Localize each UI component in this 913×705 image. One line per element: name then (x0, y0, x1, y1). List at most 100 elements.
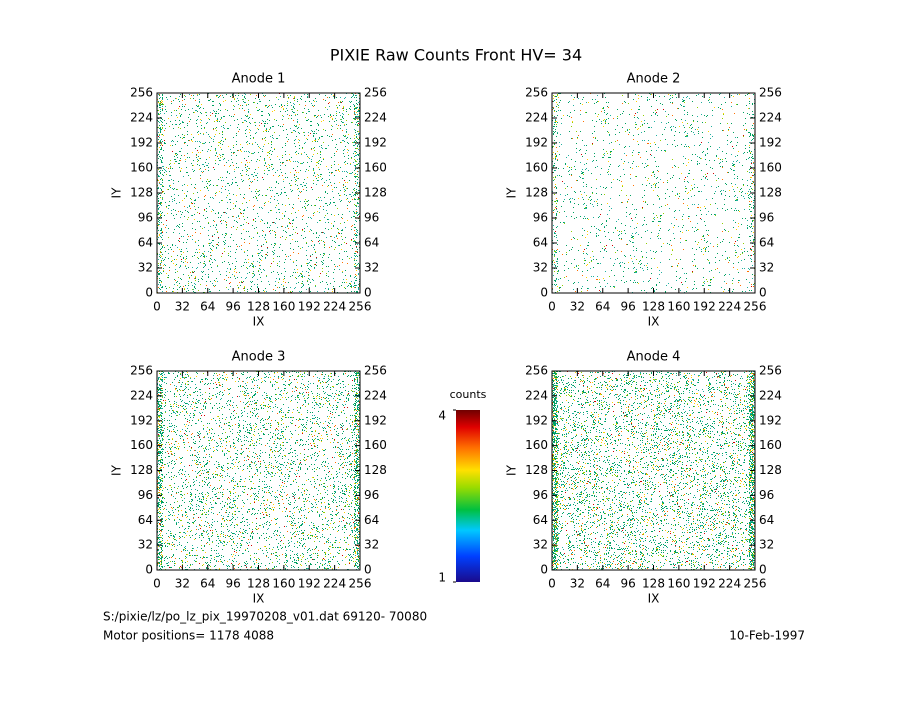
speckle (157, 372, 360, 568)
y-tick-label: 192 (759, 413, 782, 427)
y-tick-label: 32 (364, 261, 379, 275)
y-tick-label: 96 (364, 211, 379, 225)
y-tick-label: 192 (364, 413, 387, 427)
y-tick-label: 128 (130, 186, 153, 200)
y-tick-label: 160 (759, 438, 782, 452)
y-tick-label: 128 (130, 463, 153, 477)
x-tick-label: 128 (642, 300, 665, 314)
x-tick-label: 160 (272, 300, 295, 314)
y-tick-label: 192 (525, 136, 548, 150)
x-tick-label: 96 (225, 300, 240, 314)
x-tick-label: 64 (200, 577, 215, 591)
colorbar-label: counts (450, 388, 487, 401)
x-tick-label: 64 (595, 577, 610, 591)
speckle (552, 94, 755, 292)
y-axis-label: IY (110, 187, 124, 199)
x-tick-label: 64 (200, 300, 215, 314)
y-tick-label: 32 (533, 538, 548, 552)
y-tick-label: 224 (759, 111, 782, 125)
x-tick-label: 192 (693, 577, 716, 591)
y-tick-label: 256 (364, 86, 387, 100)
y-axis-label: IY (505, 187, 519, 199)
y-tick-label: 160 (130, 438, 153, 452)
y-tick-label: 256 (130, 364, 153, 378)
y-tick-label: 224 (525, 111, 548, 125)
speckle (552, 371, 755, 570)
x-tick-label: 192 (298, 577, 321, 591)
x-tick-label: 0 (153, 300, 161, 314)
y-tick-label: 160 (759, 161, 782, 175)
y-tick-label: 192 (759, 136, 782, 150)
y-tick-label: 256 (759, 364, 782, 378)
y-tick-label: 224 (130, 111, 153, 125)
x-tick-label: 224 (718, 300, 741, 314)
x-tick-label: 160 (272, 577, 295, 591)
x-tick-label: 0 (153, 577, 161, 591)
speckle (552, 93, 755, 293)
speckle (552, 93, 755, 292)
y-tick-label: 0 (145, 286, 153, 300)
x-tick-label: 96 (225, 577, 240, 591)
y-tick-label: 0 (364, 563, 372, 577)
x-tick-label: 32 (175, 577, 190, 591)
figure-title: PIXIE Raw Counts Front HV= 34 (330, 46, 582, 65)
x-axis-label: IX (253, 592, 265, 606)
x-axis-label: IX (648, 592, 660, 606)
y-tick-label: 96 (364, 488, 379, 502)
y-tick-label: 128 (759, 186, 782, 200)
speckle (157, 371, 360, 570)
y-tick-label: 224 (364, 388, 387, 402)
panel-title: Anode 4 (627, 350, 681, 365)
motor-note: Motor positions= 1178 4088 (103, 629, 274, 643)
y-tick-label: 0 (364, 286, 372, 300)
y-tick-label: 160 (130, 161, 153, 175)
x-axis-label: IX (253, 315, 265, 329)
speckle (552, 371, 755, 570)
y-tick-label: 0 (759, 563, 767, 577)
y-tick-label: 160 (525, 161, 548, 175)
y-tick-label: 64 (533, 513, 548, 527)
x-tick-label: 32 (570, 577, 585, 591)
y-tick-label: 128 (364, 463, 387, 477)
y-tick-label: 32 (759, 538, 774, 552)
y-tick-label: 256 (525, 364, 548, 378)
plot-frame (551, 92, 756, 294)
x-tick-label: 0 (548, 300, 556, 314)
y-tick-label: 192 (364, 136, 387, 150)
x-tick-label: 256 (349, 577, 372, 591)
y-tick-label: 224 (130, 388, 153, 402)
colorbar (456, 410, 480, 582)
y-tick-label: 96 (533, 211, 548, 225)
y-tick-label: 224 (364, 111, 387, 125)
y-tick-label: 96 (759, 488, 774, 502)
x-tick-label: 96 (620, 300, 635, 314)
y-tick-label: 32 (138, 261, 153, 275)
y-tick-label: 32 (138, 538, 153, 552)
x-tick-label: 192 (693, 300, 716, 314)
panel-title: Anode 3 (232, 350, 286, 365)
y-tick-label: 128 (525, 463, 548, 477)
x-tick-label: 256 (349, 300, 372, 314)
y-tick-label: 192 (130, 136, 153, 150)
y-tick-label: 192 (130, 413, 153, 427)
y-tick-label: 0 (145, 563, 153, 577)
speckle (553, 93, 755, 292)
y-axis-label: IY (110, 464, 124, 476)
y-tick-label: 64 (364, 513, 379, 527)
y-tick-label: 128 (525, 186, 548, 200)
y-tick-label: 96 (138, 488, 153, 502)
y-tick-label: 224 (525, 388, 548, 402)
y-tick-label: 32 (759, 261, 774, 275)
speckle (157, 371, 360, 570)
x-tick-label: 128 (642, 577, 665, 591)
x-tick-label: 160 (667, 300, 690, 314)
y-tick-label: 0 (540, 563, 548, 577)
y-tick-label: 256 (364, 364, 387, 378)
x-tick-label: 0 (548, 577, 556, 591)
y-tick-label: 32 (533, 261, 548, 275)
y-tick-label: 160 (364, 161, 387, 175)
colorbar-tick-label: 4 (438, 409, 446, 423)
y-tick-label: 64 (533, 236, 548, 250)
date-note: 10-Feb-1997 (729, 629, 805, 643)
y-tick-label: 32 (364, 538, 379, 552)
